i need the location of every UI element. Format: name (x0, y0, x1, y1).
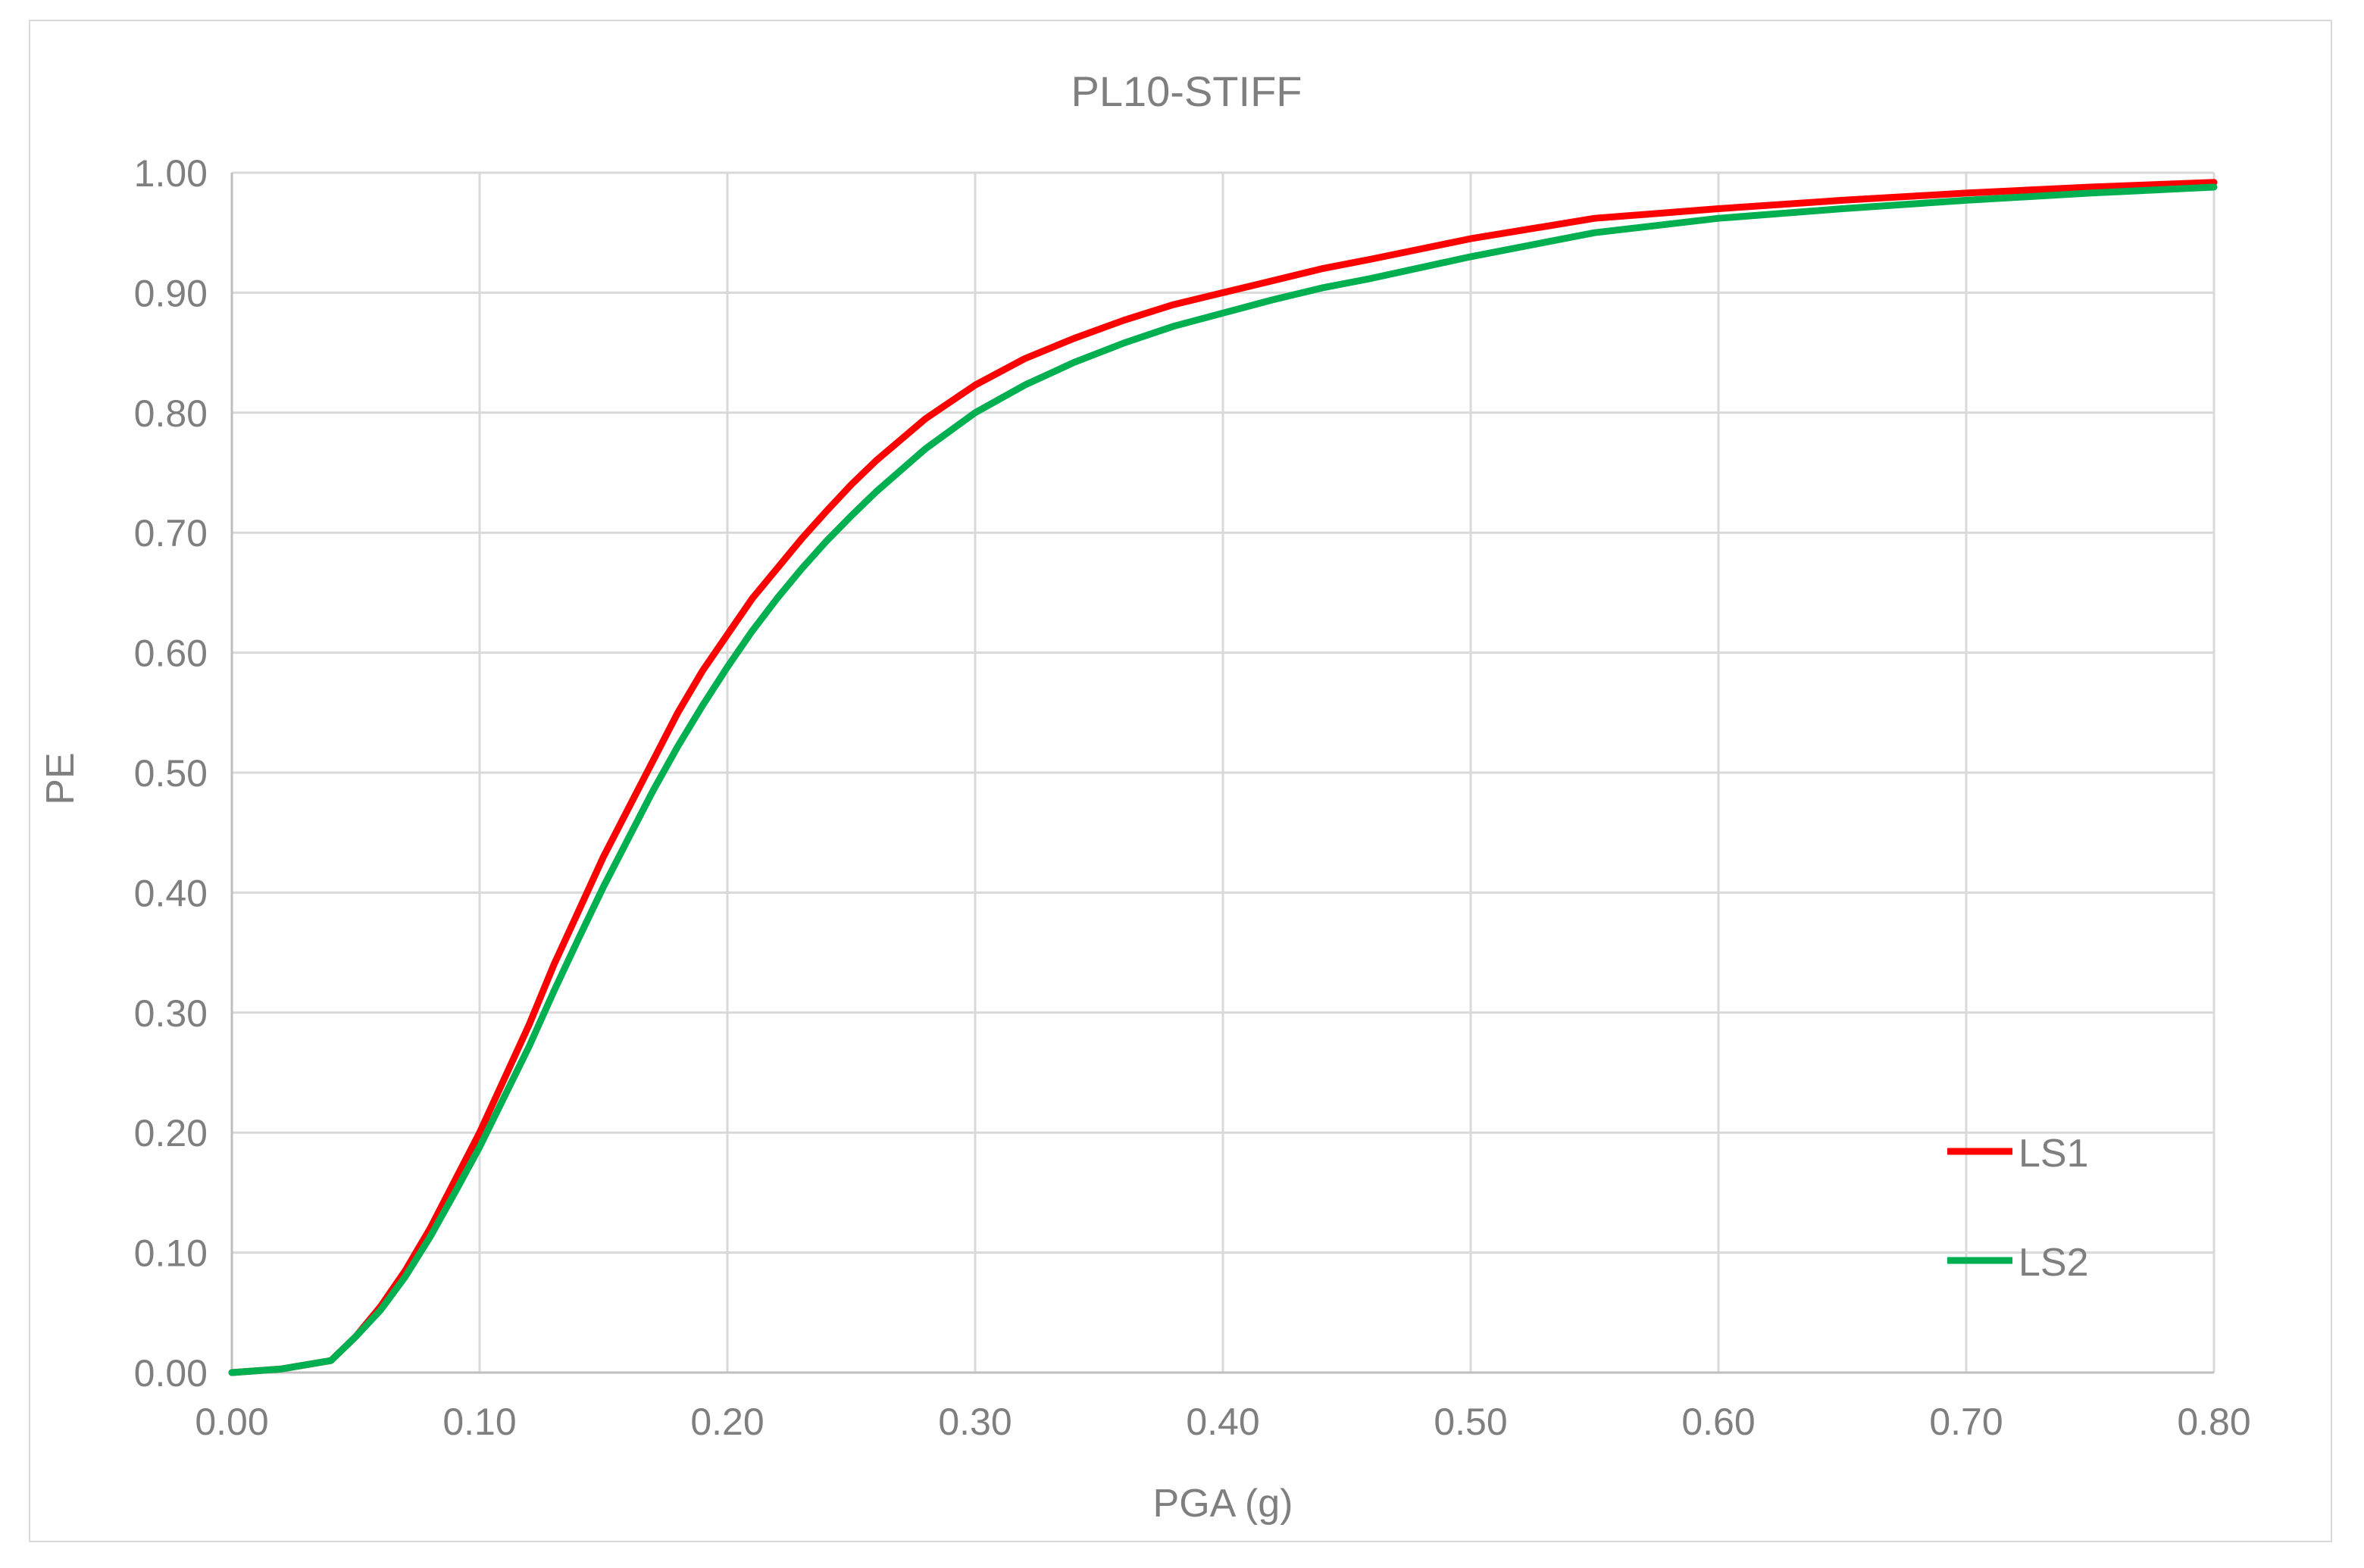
x-tick-label: 0.10 (442, 1401, 516, 1443)
y-axis-title: PE (39, 752, 83, 804)
axes: 0.00 0.10 0.20 0.30 0.40 0.50 0.60 0.70 0.80 0.00… (134, 152, 2251, 1443)
x-tick-label: 0.50 (1434, 1401, 1507, 1443)
y-tick-label: 0.80 (134, 392, 208, 435)
x-tick-label: 0.30 (938, 1401, 1012, 1443)
y-tick-label: 1.00 (134, 152, 208, 195)
legend-label-ls1: LS1 (2018, 1132, 2089, 1176)
x-tick-label: 0.70 (1929, 1401, 2003, 1443)
y-tick-label: 0.20 (134, 1112, 208, 1154)
y-tick-label: 0.00 (134, 1352, 208, 1395)
series-line-ls2 (228, 183, 2218, 1376)
x-axis-title: PGA (g) (1153, 1482, 1293, 1526)
y-tick-label: 0.50 (134, 752, 208, 795)
y-tick-label: 0.90 (134, 272, 208, 314)
y-tick-label: 0.10 (134, 1232, 208, 1275)
x-tick-label: 0.60 (1681, 1401, 1755, 1443)
gridlines (232, 171, 2215, 1373)
series-line-ls1 (228, 179, 2218, 1376)
chart-area (29, 20, 2332, 1542)
y-tick-label: 0.40 (134, 872, 208, 914)
legend: LS1 LS2 (1947, 1132, 2089, 1285)
x-tick-label: 0.20 (690, 1401, 764, 1443)
x-tick-label: 0.40 (1186, 1401, 1259, 1443)
y-tick-label: 0.30 (134, 992, 208, 1035)
legend-label-ls2: LS2 (2018, 1241, 2089, 1285)
chart-title: PL10-STIFF (1071, 67, 1302, 115)
y-tick-label: 0.70 (134, 512, 208, 554)
x-tick-label: 0.00 (195, 1401, 268, 1443)
y-tick-label: 0.60 (134, 633, 208, 675)
x-tick-label: 0.80 (2177, 1401, 2250, 1443)
plot-series (228, 179, 2218, 1376)
